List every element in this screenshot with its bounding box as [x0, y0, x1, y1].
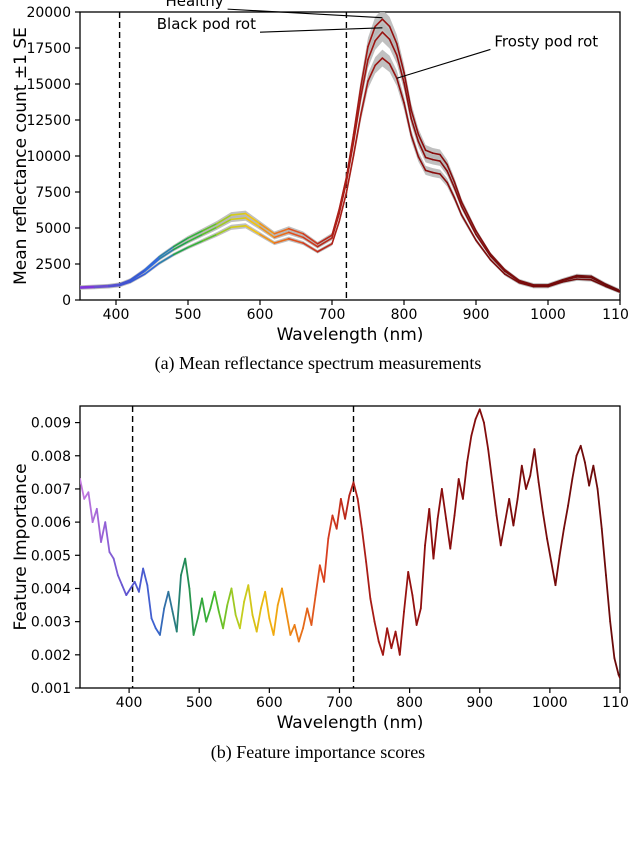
- svg-text:17500: 17500: [26, 41, 71, 57]
- svg-text:Feature Importance: Feature Importance: [11, 463, 31, 630]
- svg-text:0.006: 0.006: [31, 515, 71, 531]
- svg-text:5000: 5000: [35, 221, 71, 237]
- svg-text:500: 500: [175, 307, 202, 323]
- svg-text:0.004: 0.004: [31, 581, 71, 597]
- svg-text:500: 500: [186, 695, 213, 711]
- svg-text:Mean reflectance count ±1 SE: Mean reflectance count ±1 SE: [11, 27, 31, 285]
- svg-text:1000: 1000: [530, 307, 566, 323]
- svg-text:600: 600: [247, 307, 274, 323]
- svg-text:0.003: 0.003: [31, 615, 71, 631]
- svg-text:15000: 15000: [26, 77, 71, 93]
- svg-text:Black pod rot: Black pod rot: [157, 15, 256, 33]
- chart-b: 400 500 600 700 800 900 1000 1100 0.001 0.002 0.00…: [8, 394, 628, 734]
- svg-text:0.005: 0.005: [31, 548, 71, 564]
- svg-text:Healthy: Healthy: [165, 0, 223, 10]
- svg-text:Wavelength (nm): Wavelength (nm): [277, 713, 424, 733]
- svg-text:20000: 20000: [26, 5, 71, 21]
- svg-text:800: 800: [391, 307, 418, 323]
- svg-text:1100: 1100: [602, 307, 628, 323]
- svg-text:400: 400: [103, 307, 130, 323]
- caption-a: (a) Mean reflectance spectrum measuremen…: [155, 353, 482, 374]
- caption-b: (b) Feature importance scores: [211, 742, 425, 763]
- svg-text:10000: 10000: [26, 149, 71, 165]
- svg-text:0.001: 0.001: [31, 681, 71, 697]
- svg-text:1100: 1100: [602, 695, 628, 711]
- svg-text:0.009: 0.009: [31, 416, 71, 432]
- svg-text:2500: 2500: [35, 257, 71, 273]
- svg-text:0: 0: [62, 293, 71, 309]
- figure-wrap: 400 500 600 700 800 900 1000 1100 0 2500 5000 7500 1…: [0, 0, 636, 783]
- panel-b: 400 500 600 700 800 900 1000 1100 0.001 0.002 0.00…: [0, 394, 636, 783]
- svg-text:7500: 7500: [35, 185, 71, 201]
- svg-text:12500: 12500: [26, 113, 71, 129]
- svg-text:800: 800: [396, 695, 423, 711]
- svg-text:0.007: 0.007: [31, 482, 71, 498]
- svg-text:0.002: 0.002: [31, 648, 71, 664]
- svg-text:Frosty pod rot: Frosty pod rot: [494, 32, 598, 50]
- svg-text:900: 900: [463, 307, 490, 323]
- svg-text:1000: 1000: [532, 695, 568, 711]
- panel-a: 400 500 600 700 800 900 1000 1100 0 2500 5000 7500 1…: [0, 0, 636, 394]
- svg-text:0.008: 0.008: [31, 449, 71, 465]
- svg-text:700: 700: [326, 695, 353, 711]
- svg-text:400: 400: [116, 695, 143, 711]
- svg-text:Wavelength (nm): Wavelength (nm): [277, 325, 424, 345]
- svg-text:900: 900: [466, 695, 493, 711]
- svg-text:600: 600: [256, 695, 283, 711]
- svg-text:700: 700: [319, 307, 346, 323]
- chart-a: 400 500 600 700 800 900 1000 1100 0 2500 5000 7500 1…: [8, 0, 628, 345]
